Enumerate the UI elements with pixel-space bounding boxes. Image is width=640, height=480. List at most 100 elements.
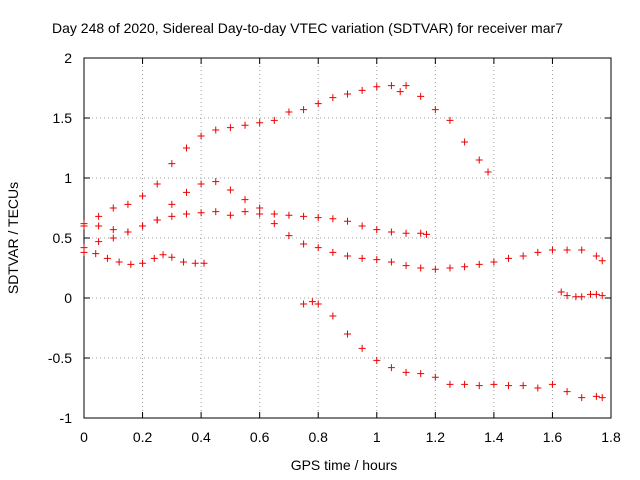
y-tick-label: 0.5	[53, 230, 73, 246]
data-point	[548, 380, 556, 388]
data-point	[461, 263, 469, 271]
data-point	[80, 220, 88, 228]
y-tick-label: 1.5	[53, 110, 73, 126]
data-point	[109, 234, 117, 242]
y-tick-label: 2	[64, 50, 72, 66]
data-point	[95, 212, 103, 220]
data-point	[505, 382, 513, 390]
data-point	[519, 252, 527, 260]
data-point	[300, 106, 308, 114]
x-tick-label: 1	[373, 429, 381, 445]
data-point	[373, 256, 381, 264]
data-point	[314, 244, 322, 252]
data-point	[300, 212, 308, 220]
data-point	[446, 116, 454, 124]
y-tick-label: 1	[64, 170, 72, 186]
data-point	[484, 168, 492, 176]
x-tick-label: 1.6	[543, 429, 563, 445]
plot-frame	[83, 57, 612, 419]
data-point	[270, 210, 278, 218]
y-axis-label: SDTVAR / TECUs	[5, 182, 21, 294]
data-point	[182, 210, 190, 218]
data-point	[241, 121, 249, 129]
data-series	[80, 248, 208, 268]
data-point	[592, 252, 600, 260]
data-point	[139, 222, 147, 230]
data-point	[256, 204, 264, 212]
data-point	[373, 226, 381, 234]
data-point	[127, 260, 135, 268]
data-point	[308, 298, 316, 306]
data-point	[212, 208, 220, 216]
data-point	[226, 211, 234, 219]
y-tick-label: 0	[64, 290, 72, 306]
y-tick-label: -0.5	[48, 350, 72, 366]
data-point	[241, 208, 249, 216]
data-point	[168, 200, 176, 208]
data-point	[285, 232, 293, 240]
data-series	[80, 208, 431, 238]
data-point	[587, 290, 595, 298]
data-point	[402, 229, 410, 237]
data-point	[461, 380, 469, 388]
data-point	[329, 215, 337, 223]
data-point	[344, 90, 351, 98]
data-point	[103, 254, 111, 262]
data-point	[534, 384, 542, 392]
data-point	[139, 259, 147, 267]
data-point	[358, 222, 366, 230]
data-point	[563, 292, 571, 300]
data-point	[358, 86, 366, 94]
data-point	[124, 200, 132, 208]
data-point	[191, 259, 199, 267]
data-point	[431, 265, 439, 273]
grid-layer	[84, 58, 611, 418]
data-point	[109, 226, 117, 234]
data-point	[548, 246, 556, 254]
data-point	[115, 258, 123, 266]
data-point	[519, 382, 527, 390]
data-point	[344, 217, 351, 225]
x-axis-label: GPS time / hours	[291, 457, 398, 473]
x-tick-label: 0	[80, 429, 88, 445]
data-point	[402, 368, 410, 376]
data-point	[300, 300, 308, 308]
data-point	[373, 83, 381, 91]
data-point	[95, 222, 103, 230]
data-point	[256, 119, 264, 127]
data-point	[168, 253, 176, 261]
data-point	[270, 116, 278, 124]
data-point	[431, 106, 439, 114]
data-point	[563, 388, 571, 396]
data-point	[578, 246, 586, 254]
data-point	[592, 290, 600, 298]
data-point	[417, 229, 425, 237]
data-point	[182, 188, 190, 196]
data-point	[358, 254, 366, 262]
data-point	[226, 186, 234, 194]
data-point	[490, 380, 498, 388]
data-point	[431, 373, 439, 381]
data-point	[159, 251, 167, 259]
data-point	[197, 180, 205, 188]
data-point	[109, 204, 117, 212]
data-point	[505, 254, 513, 262]
data-point	[92, 250, 100, 258]
data-point	[180, 258, 188, 266]
data-point	[557, 288, 565, 296]
data-point	[446, 380, 454, 388]
tick-layer: 0 0.2 0.4 0.6 0.8 1 1.2 1.4 1.6 1.8 -1 -0.5 0 0.5 1 1.5…	[48, 50, 621, 445]
data-point	[358, 344, 366, 352]
data-point	[396, 88, 404, 96]
data-series	[80, 82, 492, 230]
x-tick-label: 1.4	[484, 429, 504, 445]
data-point	[226, 124, 234, 132]
data-point	[329, 248, 337, 256]
data-point	[387, 258, 395, 266]
data-point	[314, 100, 322, 108]
x-tick-label: 1.8	[601, 429, 621, 445]
data-point	[578, 394, 586, 402]
data-point	[475, 260, 483, 268]
data-point	[270, 220, 278, 228]
